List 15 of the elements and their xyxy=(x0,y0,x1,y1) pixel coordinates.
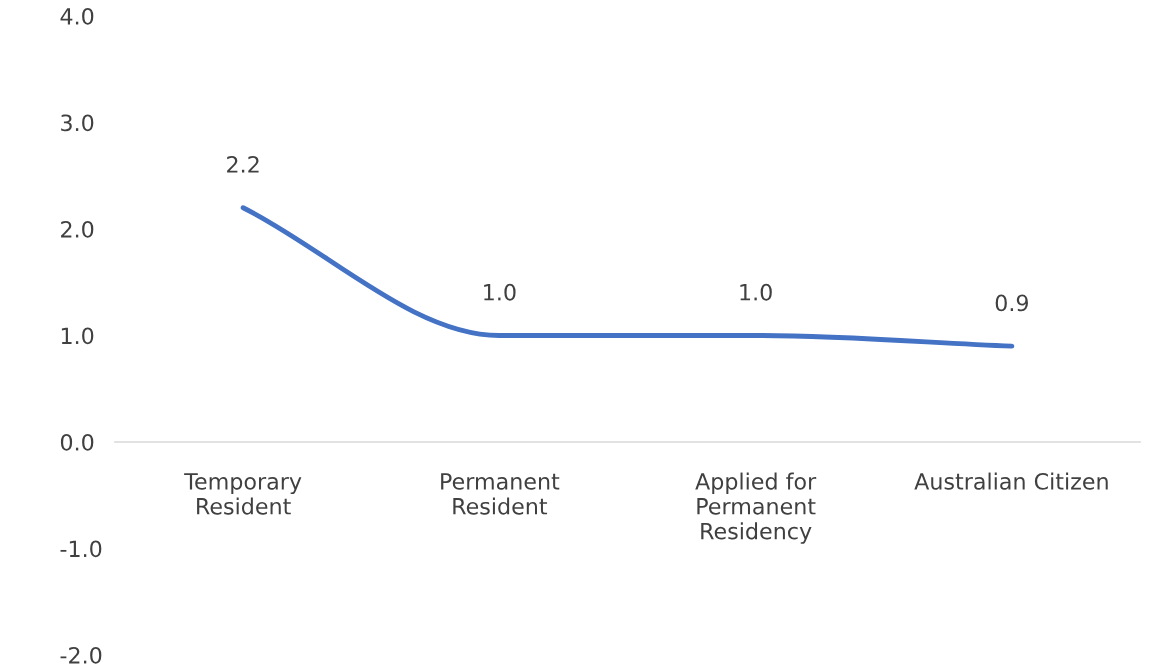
y-tick-label: -1.0 xyxy=(60,540,102,558)
x-tick-label: Permanent Resident xyxy=(441,473,560,515)
data-label: 1.0 xyxy=(484,283,516,301)
x-tick-label: Applied for Permanent Residency xyxy=(695,472,817,544)
x-tick-label: Temporary Resident xyxy=(184,473,302,515)
data-label: 1.0 xyxy=(740,283,772,301)
data-label: 0.9 xyxy=(995,294,1028,312)
x-tick-label: Australian Citizen xyxy=(914,472,1108,490)
y-tick-label: 1.0 xyxy=(61,327,94,345)
y-tick-label: -2.0 xyxy=(60,646,102,664)
y-tick-label: 3.0 xyxy=(61,114,94,132)
y-tick-label: 4.0 xyxy=(60,7,94,25)
y-tick-label: 2.0 xyxy=(61,220,94,238)
y-tick-label: 0.0 xyxy=(60,433,94,451)
data-label: 2.2 xyxy=(227,156,259,173)
